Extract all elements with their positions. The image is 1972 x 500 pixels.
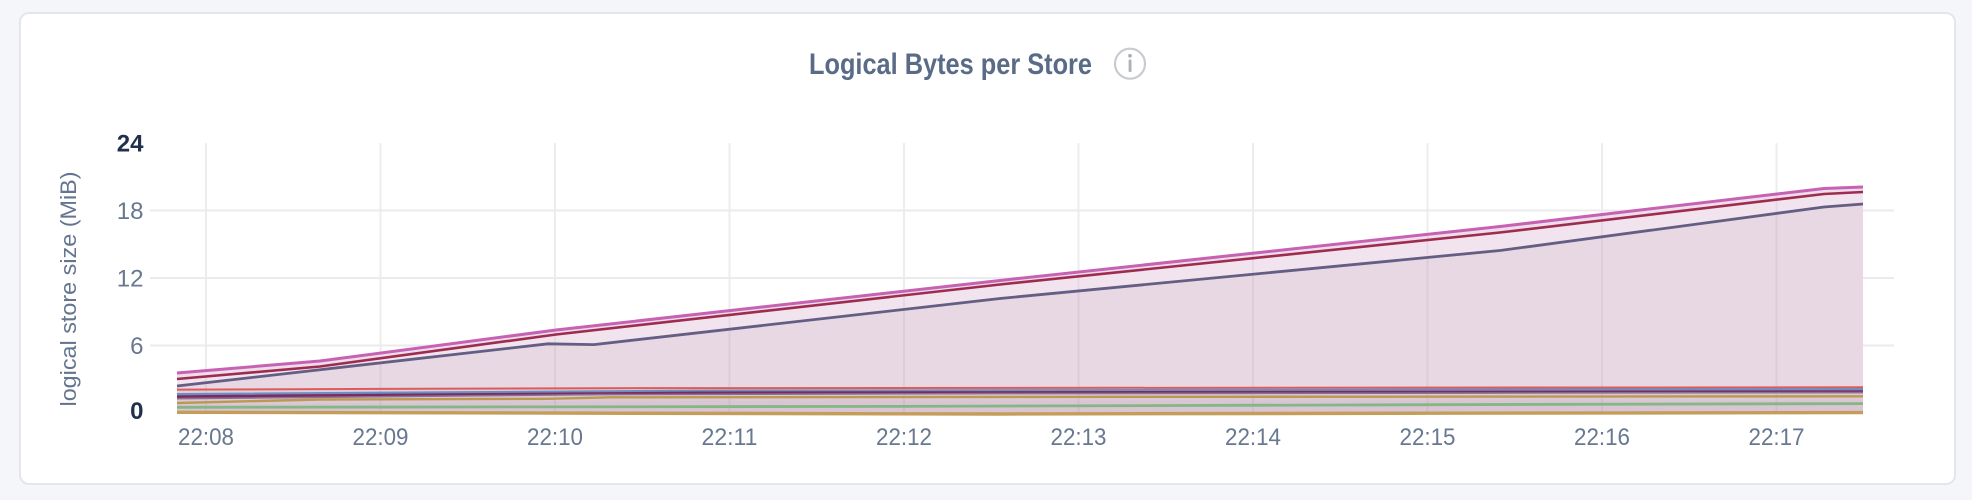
svg-text:24: 24 (117, 131, 144, 158)
svg-text:0: 0 (130, 398, 143, 425)
svg-text:22:11: 22:11 (702, 424, 758, 451)
svg-text:22:12: 22:12 (876, 424, 932, 451)
svg-text:22:14: 22:14 (1225, 424, 1281, 451)
svg-text:18: 18 (117, 198, 144, 225)
svg-text:22:09: 22:09 (353, 424, 409, 451)
svg-text:22:17: 22:17 (1749, 424, 1805, 451)
svg-text:Logical Bytes per Store: Logical Bytes per Store (809, 48, 1092, 81)
svg-text:logical store size (MiB): logical store size (MiB) (56, 171, 81, 406)
svg-text:22:16: 22:16 (1574, 424, 1630, 451)
svg-text:12: 12 (117, 266, 144, 293)
svg-text:22:10: 22:10 (527, 424, 583, 451)
svg-text:22:13: 22:13 (1051, 424, 1107, 451)
svg-text:22:15: 22:15 (1400, 424, 1456, 451)
svg-text:22:08: 22:08 (178, 424, 234, 451)
svg-text:6: 6 (130, 333, 143, 360)
